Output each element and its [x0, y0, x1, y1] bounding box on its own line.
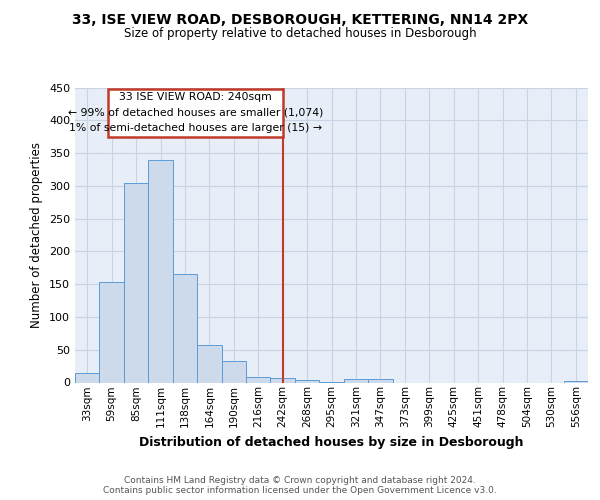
- Bar: [108, 89, 283, 136]
- Text: Contains public sector information licensed under the Open Government Licence v3: Contains public sector information licen…: [103, 486, 497, 495]
- Bar: [246, 376, 271, 382]
- Bar: [221, 361, 246, 382]
- Y-axis label: Number of detached properties: Number of detached properties: [31, 142, 43, 328]
- Bar: [271, 378, 295, 382]
- X-axis label: Distribution of detached houses by size in Desborough: Distribution of detached houses by size …: [139, 436, 524, 448]
- Text: 33 ISE VIEW ROAD: 240sqm
← 99% of detached houses are smaller (1,074)
1% of semi: 33 ISE VIEW ROAD: 240sqm ← 99% of detach…: [68, 92, 323, 134]
- Bar: [344, 379, 368, 382]
- Bar: [563, 380, 588, 382]
- Bar: [368, 379, 392, 382]
- Bar: [173, 274, 197, 382]
- Bar: [295, 380, 319, 382]
- Text: 33, ISE VIEW ROAD, DESBOROUGH, KETTERING, NN14 2PX: 33, ISE VIEW ROAD, DESBOROUGH, KETTERING…: [72, 12, 528, 26]
- Text: Contains HM Land Registry data © Crown copyright and database right 2024.: Contains HM Land Registry data © Crown c…: [124, 476, 476, 485]
- Bar: [100, 282, 124, 382]
- Bar: [148, 160, 173, 382]
- Text: Size of property relative to detached houses in Desborough: Size of property relative to detached ho…: [124, 28, 476, 40]
- Bar: [124, 182, 148, 382]
- Bar: [75, 372, 100, 382]
- Bar: [197, 345, 221, 383]
